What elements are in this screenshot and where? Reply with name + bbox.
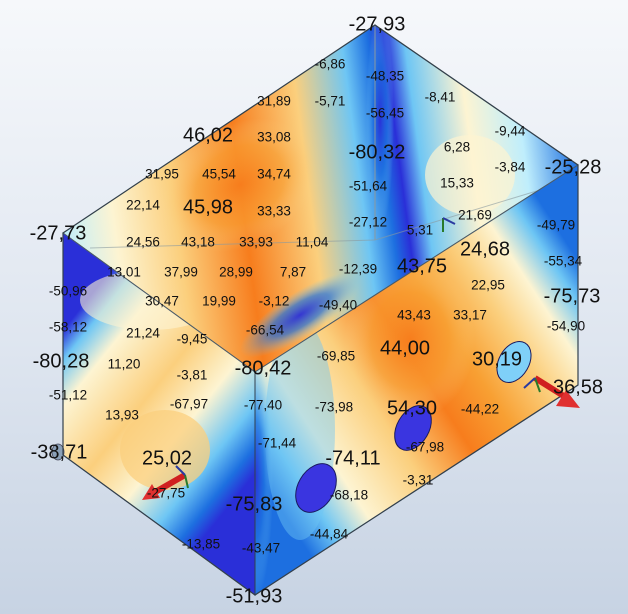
extreme-value-label-7: 43,75: [397, 255, 447, 277]
value-label-18: -49,79: [537, 218, 575, 233]
value-label-52: 13,93: [105, 408, 139, 423]
value-label-53: -71,44: [258, 436, 297, 451]
extreme-value-label-14: 54,30: [387, 397, 437, 419]
axis-gizmo: [442, 217, 456, 232]
value-label-23: 33,93: [239, 235, 273, 250]
extreme-value-label-15: -38,71: [31, 441, 88, 463]
value-label-21: 24,56: [126, 235, 160, 250]
value-label-48: -67,97: [170, 397, 208, 412]
value-label-30: -12,39: [339, 262, 377, 277]
value-label-45: 11,20: [108, 357, 141, 372]
value-label-6: -9,44: [495, 124, 526, 139]
value-label-34: 19,99: [202, 294, 236, 309]
value-label-57: -3,31: [403, 473, 434, 488]
value-label-38: 33,17: [453, 308, 487, 323]
value-label-60: -43,47: [242, 541, 280, 556]
value-label-37: 43,43: [397, 308, 431, 323]
value-label-8: 6,28: [444, 140, 470, 155]
value-label-25: -55,34: [544, 254, 583, 269]
value-label-32: -50,96: [49, 284, 87, 299]
value-label-13: -51,64: [349, 179, 388, 194]
value-labels-small: -6,86 -48,35 -8,41 31,89 -5,71 -56,45 -9,44 33,…: [49, 57, 585, 556]
value-label-51: -44,22: [461, 402, 499, 417]
top-face: [62, 24, 579, 373]
extreme-value-label-2: 46,02: [183, 124, 233, 146]
value-label-42: -66,54: [246, 323, 285, 338]
value-label-44: -69,85: [317, 349, 355, 364]
value-label-0: -6,86: [315, 57, 346, 72]
extreme-value-label-13: 36,58: [553, 376, 603, 398]
extreme-value-label-12: -80,42: [235, 357, 292, 379]
value-label-22: 43,18: [181, 235, 215, 250]
extreme-value-label-10: -80,28: [33, 350, 90, 372]
value-label-11: 45,54: [202, 167, 236, 182]
value-label-35: -3,12: [259, 294, 290, 309]
extreme-value-label-11: 30,19: [472, 348, 522, 370]
value-label-56: -68,18: [330, 488, 368, 503]
extreme-value-label-17: -74,11: [325, 447, 380, 469]
value-label-7: 33,08: [257, 130, 291, 145]
value-label-26: 13,01: [107, 265, 141, 280]
value-label-59: -13,85: [182, 537, 220, 552]
extreme-value-label-3: -80,32: [349, 141, 406, 163]
extreme-value-label-8: -75,73: [544, 285, 601, 307]
extreme-value-label-0: -27,93: [349, 13, 406, 35]
value-label-28: 28,99: [219, 265, 253, 280]
value-label-16: 33,33: [257, 204, 291, 219]
value-labels-large: -27,93 -25,28 46,02 -80,32 45,98 24,68 -27,73 4…: [30, 13, 603, 607]
load-arrow-left[interactable]: [142, 465, 189, 500]
value-label-9: -3,84: [495, 160, 526, 175]
value-label-33: 30,47: [145, 294, 179, 309]
box-edges: [62, 24, 579, 596]
value-label-29: 7,87: [280, 265, 306, 280]
left-face: [62, 232, 256, 596]
extreme-value-label-4: 45,98: [183, 196, 233, 218]
value-label-43: -54,90: [547, 319, 585, 334]
value-label-2: -8,41: [425, 90, 456, 105]
extreme-value-label-1: -25,28: [545, 156, 602, 178]
value-label-5: -56,45: [366, 106, 404, 121]
load-arrow-right[interactable]: [523, 375, 580, 408]
extreme-value-label-5: 24,68: [460, 238, 510, 260]
value-label-17: 21,69: [458, 208, 492, 223]
value-label-14: 15,33: [440, 176, 474, 191]
value-label-54: -67,98: [406, 440, 444, 455]
value-label-4: -5,71: [315, 94, 346, 109]
extreme-value-label-9: 44,00: [380, 337, 430, 359]
value-label-12: 34,74: [257, 167, 291, 182]
extreme-value-label-16: 25,02: [142, 447, 192, 469]
value-label-47: -51,12: [49, 388, 87, 403]
extreme-value-label-6: -27,73: [30, 222, 87, 244]
value-label-50: -73,98: [315, 400, 353, 415]
value-label-41: -9,45: [177, 332, 208, 347]
value-label-27: 37,99: [164, 265, 198, 280]
value-label-49: -77,40: [244, 398, 282, 413]
value-label-1: -48,35: [366, 69, 404, 84]
extreme-value-label-18: -75,83: [226, 493, 283, 515]
opening-hatches: [51, 341, 532, 513]
value-label-15: 22,14: [126, 198, 160, 213]
value-label-58: -44,84: [310, 527, 349, 542]
extreme-value-label-19: -51,93: [226, 585, 283, 607]
value-label-55: -27,75: [147, 486, 185, 501]
value-label-31: 22,95: [471, 278, 505, 293]
value-label-46: -3,81: [177, 368, 208, 383]
value-label-3: 31,89: [257, 94, 291, 109]
value-label-10: 31,95: [145, 167, 179, 182]
value-label-39: -58,12: [49, 320, 87, 335]
value-label-36: -49,40: [319, 298, 357, 313]
value-label-19: -27,12: [349, 215, 387, 230]
value-label-24: 11,04: [296, 235, 329, 250]
value-label-20: 5,31: [407, 223, 433, 238]
value-label-40: 21,24: [126, 326, 160, 341]
